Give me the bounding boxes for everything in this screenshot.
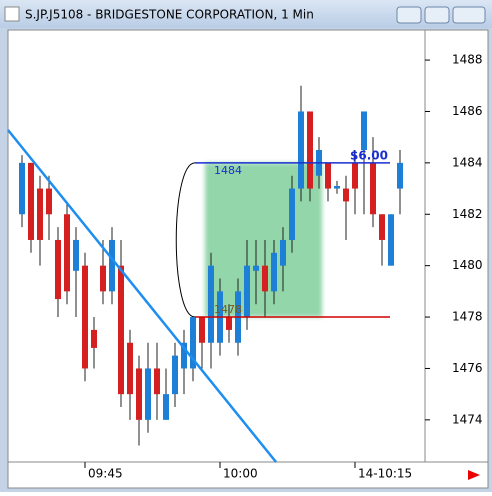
app-icon	[4, 6, 20, 22]
candle-body	[181, 342, 187, 369]
y-tick-label: 1488	[452, 53, 483, 67]
candle-body	[325, 162, 331, 189]
x-tick-label: 10:00	[223, 467, 258, 481]
candle-body	[343, 188, 349, 202]
candle-body	[334, 185, 340, 189]
candle-body	[208, 265, 214, 343]
candle-body	[82, 265, 88, 369]
candle-body	[118, 265, 124, 395]
candle-body	[154, 368, 160, 395]
candle-body	[271, 252, 277, 292]
candle-body	[262, 265, 268, 292]
x-tick-label: 09:45	[88, 467, 123, 481]
candle-body	[163, 394, 169, 420]
candle-body	[244, 265, 250, 318]
candle-body	[91, 329, 97, 348]
y-tick-label: 1480	[452, 258, 483, 272]
candle-body	[28, 162, 34, 240]
candle-body	[55, 239, 61, 300]
candle-body	[253, 265, 259, 271]
trend-line	[7, 129, 277, 463]
candle-body	[64, 214, 70, 292]
candle-body	[190, 317, 196, 369]
y-tick-label: 1478	[452, 310, 483, 324]
x-tick-label: 14-10:15	[358, 467, 412, 481]
candle-body	[109, 239, 115, 292]
candle-body	[361, 111, 367, 151]
candle-body	[37, 188, 43, 240]
candle-body	[100, 265, 106, 292]
measure-low-label: 1478	[214, 303, 242, 316]
candle-body	[145, 368, 151, 420]
maximize-button[interactable]	[424, 6, 450, 24]
minimize-button[interactable]	[396, 6, 422, 24]
y-tick-label: 1484	[452, 155, 483, 169]
time-axis	[7, 461, 489, 489]
candle-body	[307, 111, 313, 189]
y-tick-label: 1474	[452, 412, 483, 426]
y-tick-label: 1482	[452, 207, 483, 221]
y-tick-label: 1486	[452, 104, 483, 118]
candle-body	[352, 162, 358, 189]
candle-body	[172, 355, 178, 395]
candle-body	[199, 317, 205, 343]
price-axis	[424, 29, 489, 463]
candle-body	[127, 342, 133, 395]
candle-body	[370, 162, 376, 215]
candle-body	[19, 162, 25, 215]
measure-change-label: $6.00	[350, 148, 388, 162]
measure-high-label: 1484	[214, 164, 242, 177]
candle-body	[136, 368, 142, 420]
window-title: S.JP.J5108 - BRIDGESTONE CORPORATION, 1 …	[25, 8, 314, 22]
candle-body	[226, 317, 232, 330]
candle-body	[73, 239, 79, 271]
measure-bracket	[175, 162, 196, 318]
candle-body	[397, 162, 403, 189]
candle-body	[280, 239, 286, 266]
candle-body	[388, 214, 394, 266]
candle-body	[379, 214, 385, 240]
candle-body	[298, 111, 304, 189]
scroll-arrow[interactable]	[468, 470, 480, 480]
candle-body	[46, 188, 52, 215]
y-tick-label: 1476	[452, 361, 483, 375]
candle-body	[289, 188, 295, 240]
close-button[interactable]	[452, 6, 486, 24]
